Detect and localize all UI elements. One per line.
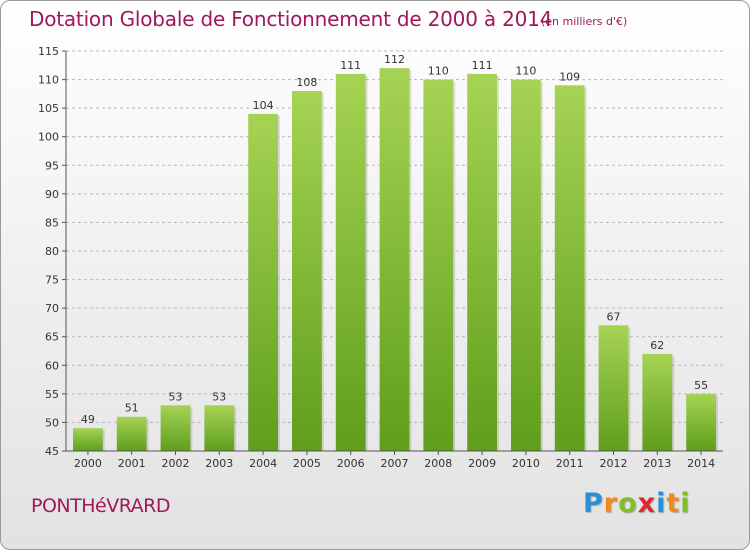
y-tick-label: 95 [45, 159, 59, 172]
bar [598, 325, 629, 451]
bar [204, 405, 235, 451]
x-axis: 2000 2001 2002 2003 2004 2005 2006 2007 2008 2009… [66, 450, 723, 470]
x-tick-label: 2005 [293, 457, 321, 470]
bar [686, 393, 716, 451]
logo-letter: i [656, 488, 667, 519]
proxiti-logo: Proxiti [583, 488, 691, 519]
logo-letter: x [637, 488, 657, 519]
logo-letter: r [603, 488, 619, 519]
bar [642, 353, 673, 451]
y-tick-label: 100 [38, 131, 59, 144]
y-tick-label: 80 [45, 245, 59, 258]
y-tick-label: 105 [38, 102, 59, 115]
x-tick-label: 2008 [424, 457, 452, 470]
bar [554, 85, 585, 452]
bar [292, 91, 322, 451]
x-tick-label: 2007 [381, 457, 409, 470]
bar [335, 73, 366, 451]
data-label: 111 [472, 59, 493, 72]
x-tick-label: 2002 [162, 457, 190, 470]
y-tick-label: 90 [45, 188, 59, 201]
x-tick-label: 2011 [556, 457, 584, 470]
chart-title: Dotation Globale de Fonctionnement de 20… [29, 7, 553, 31]
y-tick-label: 50 [45, 416, 59, 429]
data-label: 51 [125, 402, 139, 415]
y-tick-label: 85 [45, 216, 59, 229]
y-tick-label: 65 [45, 331, 59, 344]
bar [467, 73, 497, 451]
bar [73, 428, 103, 451]
x-tick-label: 2006 [337, 457, 365, 470]
chart-unit: (en milliers d'€) [541, 15, 628, 28]
bar [116, 416, 147, 451]
y-tick-label: 115 [38, 45, 59, 58]
data-label: 112 [384, 53, 405, 66]
data-label: 111 [340, 59, 361, 72]
data-label: 67 [607, 310, 621, 323]
y-tick-label: 45 [45, 445, 59, 458]
logo-letter: t [666, 488, 681, 519]
data-label: 49 [81, 413, 95, 426]
bar [160, 405, 191, 451]
bar [379, 68, 410, 452]
logo-letter: o [618, 488, 638, 519]
bars [73, 68, 718, 452]
data-label: 62 [650, 339, 664, 352]
logo-letter: i [680, 488, 691, 519]
bar [248, 113, 278, 451]
y-tick-label: 55 [45, 388, 59, 401]
data-label: 104 [253, 99, 274, 112]
logo-letter: P [583, 488, 604, 519]
y-tick-label: 70 [45, 302, 59, 315]
bar [423, 79, 454, 452]
y-tick-label: 75 [45, 274, 59, 287]
data-label: 109 [559, 70, 580, 83]
y-tick-label: 110 [38, 74, 59, 87]
x-tick-label: 2003 [205, 457, 233, 470]
x-tick-label: 2000 [74, 457, 102, 470]
commune-name: PONTHéVRARD [31, 495, 170, 517]
x-tick-label: 2013 [643, 457, 671, 470]
y-tick-label: 60 [45, 359, 59, 372]
data-labels: 49 51 53 53 104 108 111 112 110 111 110 109 67 62 55 [81, 53, 708, 426]
data-label: 110 [428, 65, 449, 78]
bar [511, 79, 541, 452]
data-label: 55 [694, 379, 708, 392]
x-tick-label: 2009 [468, 457, 496, 470]
y-axis: 45 50 55 60 65 70 75 80 85 90 95 100 105 110 115 [38, 45, 67, 458]
data-label: 53 [212, 390, 226, 403]
data-label: 110 [515, 65, 536, 78]
x-tick-label: 2012 [600, 457, 628, 470]
x-tick-label: 2014 [687, 457, 715, 470]
x-tick-label: 2004 [249, 457, 277, 470]
x-tick-label: 2010 [512, 457, 540, 470]
x-tick-label: 2001 [118, 457, 146, 470]
data-label: 53 [169, 390, 183, 403]
data-label: 108 [296, 76, 317, 89]
